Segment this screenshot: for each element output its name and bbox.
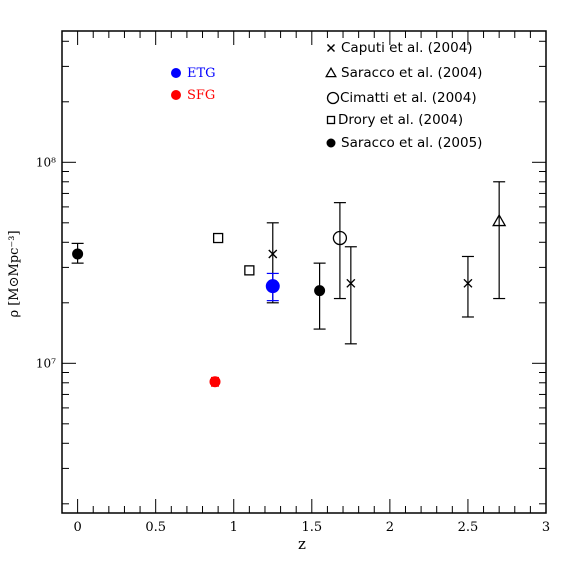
legend-label: Drory et al. (2004) — [338, 112, 463, 128]
legend-label: Saracco et al. (2004) — [341, 65, 482, 81]
x-tick-label: 1 — [230, 520, 238, 535]
y-tick-label: 10⁷ — [36, 356, 56, 370]
filled-circle-marker — [265, 279, 280, 294]
y-tick-label: 10⁸ — [36, 155, 56, 169]
triangle-marker — [492, 213, 507, 227]
axis-ticks: 0 0.5 1 1.5 2 2.5 3 10⁷ 10⁸ — [36, 31, 550, 535]
filled-circle-marker — [72, 248, 84, 260]
annotation-marker — [171, 90, 181, 100]
cross-marker — [268, 249, 278, 259]
square-marker — [244, 265, 255, 276]
filled-circle-marker — [326, 138, 336, 148]
x-tick-label: 1.5 — [301, 520, 322, 535]
legend-label: Cimatti et al. (2004) — [340, 90, 477, 106]
square-marker — [212, 232, 224, 244]
y-axis-label: ρ [M⊙Mpc⁻³] — [7, 230, 22, 317]
filled-circle-marker — [314, 285, 326, 297]
annotations: ETG SFG — [171, 66, 216, 103]
x-tick-label: 0.5 — [145, 520, 166, 535]
x-tick-label: 0 — [73, 520, 81, 535]
cross-marker — [463, 278, 473, 288]
x-axis-label: z — [298, 535, 306, 553]
cross-marker — [346, 278, 356, 288]
annotation-label: ETG — [187, 66, 216, 81]
data-points — [71, 181, 507, 388]
legend-label: Saracco et al. (2005) — [341, 135, 482, 151]
legend-label: Caputi et al. (2004) — [341, 40, 473, 56]
x-tick-label: 2.5 — [458, 520, 479, 535]
open-circle-marker — [332, 230, 348, 246]
filled-circle-marker — [209, 376, 221, 388]
triangle-marker — [325, 66, 337, 78]
x-tick-label: 2 — [386, 520, 394, 535]
x-tick-label: 3 — [542, 520, 550, 535]
annotation-label: SFG — [187, 88, 215, 103]
open-circle-marker — [326, 91, 340, 105]
annotation-marker — [171, 68, 181, 78]
legend: Caputi et al. (2004) Saracco et al. (2004… — [325, 40, 482, 151]
cross-marker — [327, 44, 335, 52]
plot-frame — [61, 30, 547, 514]
square-marker — [326, 115, 336, 125]
